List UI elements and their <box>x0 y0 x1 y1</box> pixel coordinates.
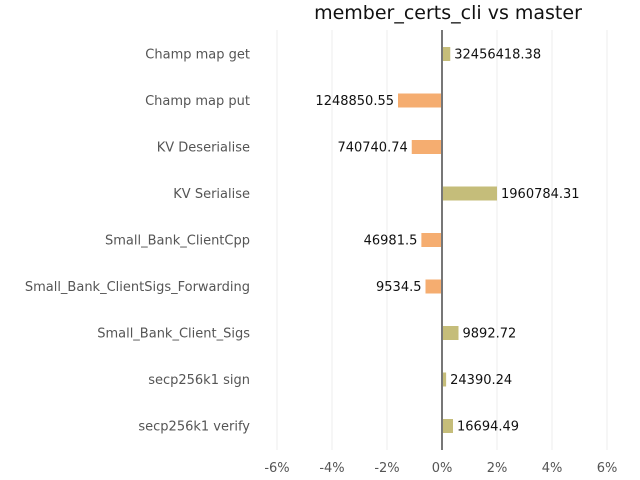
value-label: 9892.72 <box>463 327 517 342</box>
bar <box>442 326 459 340</box>
category-label: Small_Bank_ClientSigs_Forwarding <box>25 280 250 295</box>
category-label: secp256k1 sign <box>148 373 250 388</box>
category-labels: Champ map get Champ map put KV Deserialise… <box>25 48 250 435</box>
value-label: 46981.5 <box>364 234 418 249</box>
value-label: 1248850.55 <box>315 94 394 109</box>
gridlines <box>276 30 608 450</box>
category-label: KV Deserialise <box>157 141 250 156</box>
x-tick-label: 6% <box>597 461 618 476</box>
bar <box>442 372 447 387</box>
category-label: Small_Bank_ClientCpp <box>105 234 250 249</box>
x-tick-label: -2% <box>374 461 399 476</box>
bar <box>421 233 442 247</box>
value-label: 32456418.38 <box>454 48 541 63</box>
bars <box>398 30 497 450</box>
value-label: 740740.74 <box>337 141 407 156</box>
value-label: 9534.5 <box>376 280 422 295</box>
bar <box>425 279 442 294</box>
x-tick-label: -4% <box>319 461 344 476</box>
value-label: 16694.49 <box>457 420 519 435</box>
bar <box>442 186 497 201</box>
category-label: secp256k1 verify <box>138 420 250 435</box>
chart-title: member_certs_cli vs master <box>314 2 582 24</box>
value-label: 1960784.31 <box>501 187 580 202</box>
bar <box>411 140 442 154</box>
bar <box>442 47 451 61</box>
category-label: Small_Bank_Client_Sigs <box>97 327 250 342</box>
category-label: Champ map put <box>145 94 250 109</box>
category-label: KV Serialise <box>173 187 250 202</box>
x-tick-label: 2% <box>487 461 508 476</box>
category-label: Champ map get <box>145 48 250 63</box>
bar <box>398 93 442 108</box>
value-label: 24390.24 <box>450 373 512 388</box>
bar <box>442 419 453 433</box>
x-tick-label: 4% <box>542 461 563 476</box>
x-tick-label: -6% <box>264 461 289 476</box>
x-tick-labels: -6% -4% -2% 0% 2% 4% 6% <box>264 461 617 476</box>
value-labels: 32456418.38 1248850.55 740740.74 1960784.31… <box>315 48 579 435</box>
x-tick-label: 0% <box>432 461 453 476</box>
